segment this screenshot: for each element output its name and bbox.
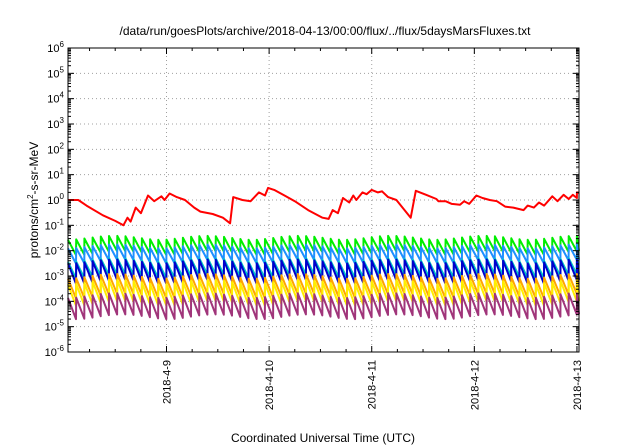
x-tick-labels: 2018-4-9 2018-4-10 2018-4-11 2018-4-12 2018-… [162,360,584,410]
y-tick-label: 105 [47,65,64,80]
series-line-6 [67,273,580,300]
y-tick-label: 10-4 [45,293,65,308]
series-line-2 [67,234,580,256]
y-tick-label: 106 [47,40,64,55]
x-axis-label: Coordinated Universal Time (UTC) [231,431,415,445]
y-axis-label-tail: -s-sr-MeV [27,142,41,195]
y-tick-label: 10-5 [45,319,65,334]
y-tick-label: 10-6 [45,344,65,359]
y-tick-label-base: 10 [47,170,59,182]
series-line-1 [68,186,580,227]
y-tick-label-exp: -5 [57,319,65,328]
y-tick-label-exp: 2 [60,141,65,150]
y-tick-label: 103 [47,116,64,131]
tick-layer [68,47,579,353]
y-tick-label-base: 10 [45,296,57,308]
y-tick-label: 100 [47,192,64,207]
y-tick-label-exp: -2 [57,243,65,252]
y-tick-label: 10-2 [45,243,65,258]
y-tick-label-base: 10 [45,246,57,258]
y-tick-label-base: 10 [47,43,59,55]
y-tick-label-exp: -3 [57,268,65,277]
y-tick-label-exp: 0 [60,192,65,201]
y-tick-label: 101 [47,167,64,182]
y-tick-label-base: 10 [45,322,57,334]
y-axis-label-base: protons/cm [27,199,41,258]
y-tick-label-exp: -1 [57,217,65,226]
series-line-3 [67,243,580,265]
y-tick-label: 104 [47,91,64,106]
y-tick-label-base: 10 [47,68,59,80]
series-line-8 [67,292,580,321]
x-tick-label: 2018-4-10 [264,360,276,410]
chart-title: /data/run/goesPlots/archive/2018-04-13/0… [120,24,532,38]
series-line-7 [67,278,580,307]
y-tick-label-exp: 5 [60,65,65,74]
y-tick-label-exp: -4 [57,293,65,302]
y-tick-label-base: 10 [47,144,59,156]
y-tick-label-exp: 3 [60,116,65,125]
y-tick-label-exp: 6 [60,40,65,49]
y-tick-label: 10-1 [45,217,65,232]
x-tick-label: 2018-4-11 [367,360,379,409]
y-tick-label: 10-3 [45,268,65,283]
series-layer [67,186,580,321]
y-tick-label-base: 10 [45,347,57,359]
y-tick-labels: 10-610-510-410-310-210-11001011021031041… [45,40,65,359]
y-tick-label-base: 10 [47,94,59,106]
x-tick-label: 2018-4-9 [162,360,174,404]
y-tick-label-base: 10 [47,119,59,131]
x-tick-label: 2018-4-13 [572,360,584,410]
y-axis-label: protons/cm2-s-sr-MeV [26,142,41,258]
y-tick-label-base: 10 [45,271,57,283]
y-tick-label-exp: 1 [60,167,65,176]
y-tick-label-exp: -6 [57,344,65,353]
y-tick-label-base: 10 [47,195,59,207]
x-tick-label: 2018-4-12 [469,360,481,410]
y-tick-label: 102 [47,141,64,156]
y-axis-label-sup: 2 [26,194,35,199]
series-line-5 [67,258,580,285]
y-tick-label-exp: 4 [60,91,65,100]
y-tick-label-base: 10 [45,220,57,232]
